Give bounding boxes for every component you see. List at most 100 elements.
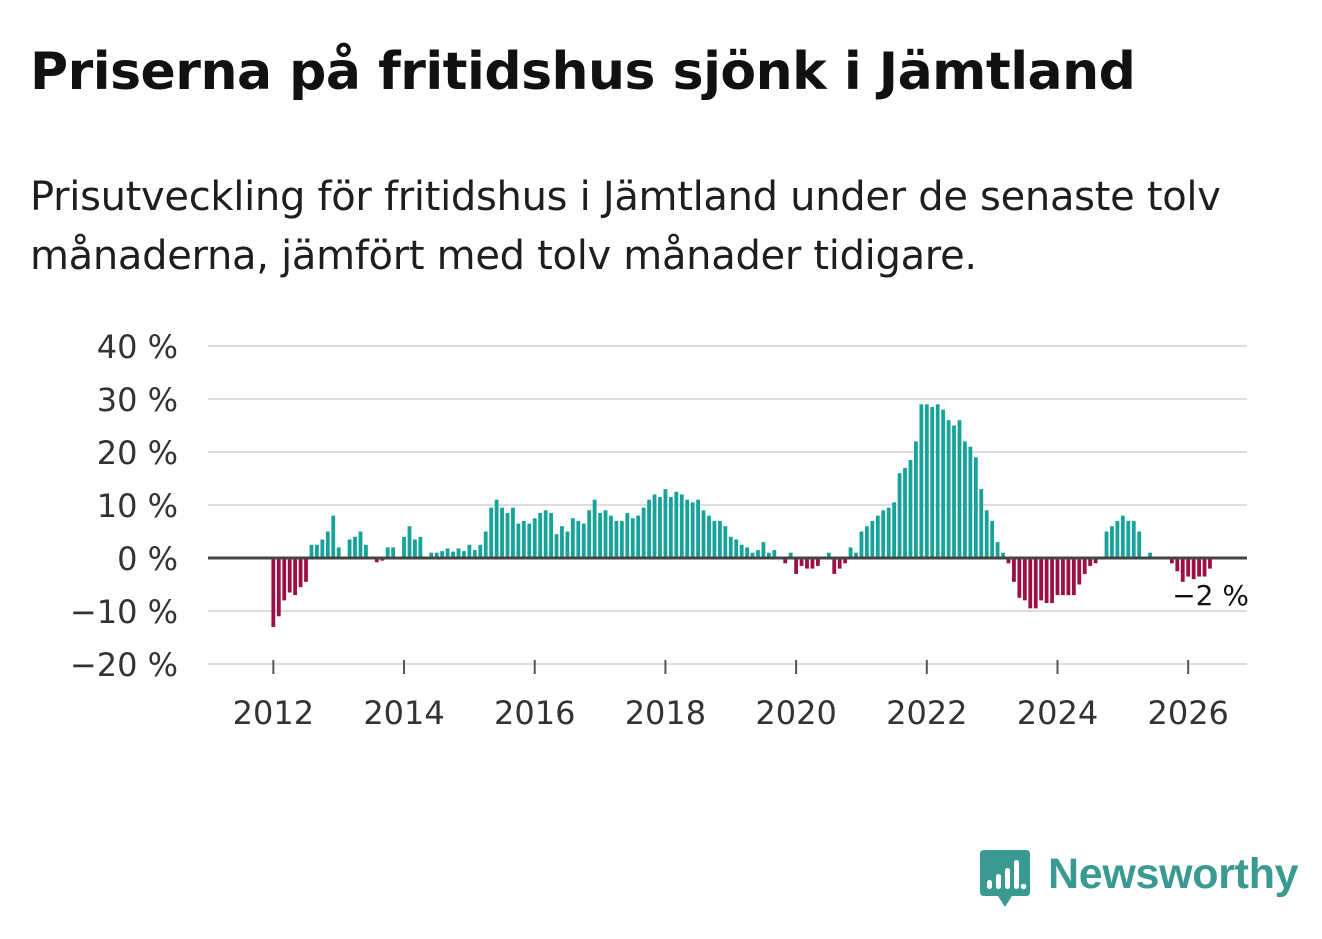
bar <box>968 446 973 558</box>
bar <box>1017 558 1022 598</box>
bar <box>756 550 760 558</box>
bar <box>581 523 586 558</box>
bar <box>271 558 276 627</box>
bar <box>1104 531 1109 558</box>
y-tick-label: 20 % <box>97 434 178 472</box>
bar <box>805 558 809 569</box>
bar <box>707 515 711 558</box>
bar <box>538 512 543 558</box>
bar <box>1131 520 1136 558</box>
bar <box>598 512 602 558</box>
bar <box>1148 552 1152 558</box>
bar <box>647 499 651 558</box>
bar <box>614 520 619 558</box>
bar <box>870 520 875 558</box>
newsworthy-logo-text: Newsworthy <box>1048 850 1299 898</box>
bar <box>641 507 646 558</box>
bar <box>391 547 396 558</box>
gridlines <box>208 345 1247 665</box>
x-tick-label: 2016 <box>494 694 575 732</box>
bar <box>418 536 423 558</box>
bar <box>1197 558 1201 577</box>
bar <box>309 544 314 558</box>
bar <box>652 494 657 558</box>
y-tick-label: 0 % <box>117 540 178 578</box>
y-tick-label: 30 % <box>97 381 178 419</box>
bar <box>1050 558 1054 604</box>
y-tick-label: −20 % <box>70 646 178 684</box>
bar <box>1088 558 1093 566</box>
bar <box>592 499 597 558</box>
bar <box>1180 558 1185 582</box>
bar <box>723 526 728 558</box>
bar <box>794 558 799 574</box>
bar <box>1110 526 1114 558</box>
bar <box>462 551 466 558</box>
bar <box>1039 558 1044 601</box>
bar <box>385 547 390 558</box>
bar <box>690 502 695 558</box>
bar <box>587 510 592 558</box>
bar <box>1077 558 1082 585</box>
bar <box>766 552 771 558</box>
bar <box>467 544 472 558</box>
bar <box>914 441 918 558</box>
x-tick-label: 2018 <box>625 694 706 732</box>
bar <box>848 547 853 558</box>
bar <box>973 457 978 558</box>
bar <box>521 520 526 558</box>
bar <box>1208 558 1212 569</box>
bar <box>990 520 995 558</box>
bar <box>854 552 858 558</box>
bar <box>903 467 907 558</box>
bar <box>445 548 450 558</box>
bar <box>516 523 521 558</box>
bar <box>451 551 455 558</box>
bar <box>728 536 733 558</box>
bar <box>1169 558 1174 564</box>
bar <box>630 518 635 558</box>
bar <box>505 512 510 558</box>
x-tick-label: 2020 <box>755 694 836 732</box>
bar <box>1186 558 1191 577</box>
bar <box>478 544 483 558</box>
bar <box>619 520 624 558</box>
bar <box>298 558 303 588</box>
bar <box>304 558 308 582</box>
x-tick-label: 2024 <box>1017 694 1098 732</box>
bar <box>489 507 494 558</box>
bar <box>527 523 532 558</box>
bar <box>859 531 864 558</box>
bar <box>603 510 608 558</box>
x-tick-label: 2022 <box>886 694 967 732</box>
bar <box>434 552 439 558</box>
bar <box>1191 558 1196 580</box>
bar <box>511 507 515 558</box>
bar <box>494 499 499 558</box>
bar <box>734 539 739 558</box>
bar <box>565 531 570 558</box>
bar <box>696 499 700 558</box>
bar <box>276 558 281 617</box>
bar <box>570 518 575 558</box>
bar <box>374 558 379 563</box>
bar <box>429 552 434 558</box>
bar <box>636 515 641 558</box>
x-axis-ticks: 2012 2014 2016 2018 2020 2022 2024 2026 <box>233 660 1229 732</box>
bar <box>892 502 897 558</box>
bar <box>750 552 755 558</box>
bar <box>331 515 336 558</box>
bar <box>1137 531 1142 558</box>
bar <box>701 510 706 558</box>
bar <box>325 531 330 558</box>
bar <box>472 550 477 558</box>
bar <box>287 558 292 593</box>
bar <box>952 425 956 558</box>
bar <box>320 539 325 558</box>
bar <box>717 520 722 558</box>
bar <box>919 404 924 558</box>
bar <box>1202 558 1207 577</box>
bar <box>402 536 406 558</box>
bar <box>745 547 750 558</box>
bar <box>1071 558 1076 596</box>
